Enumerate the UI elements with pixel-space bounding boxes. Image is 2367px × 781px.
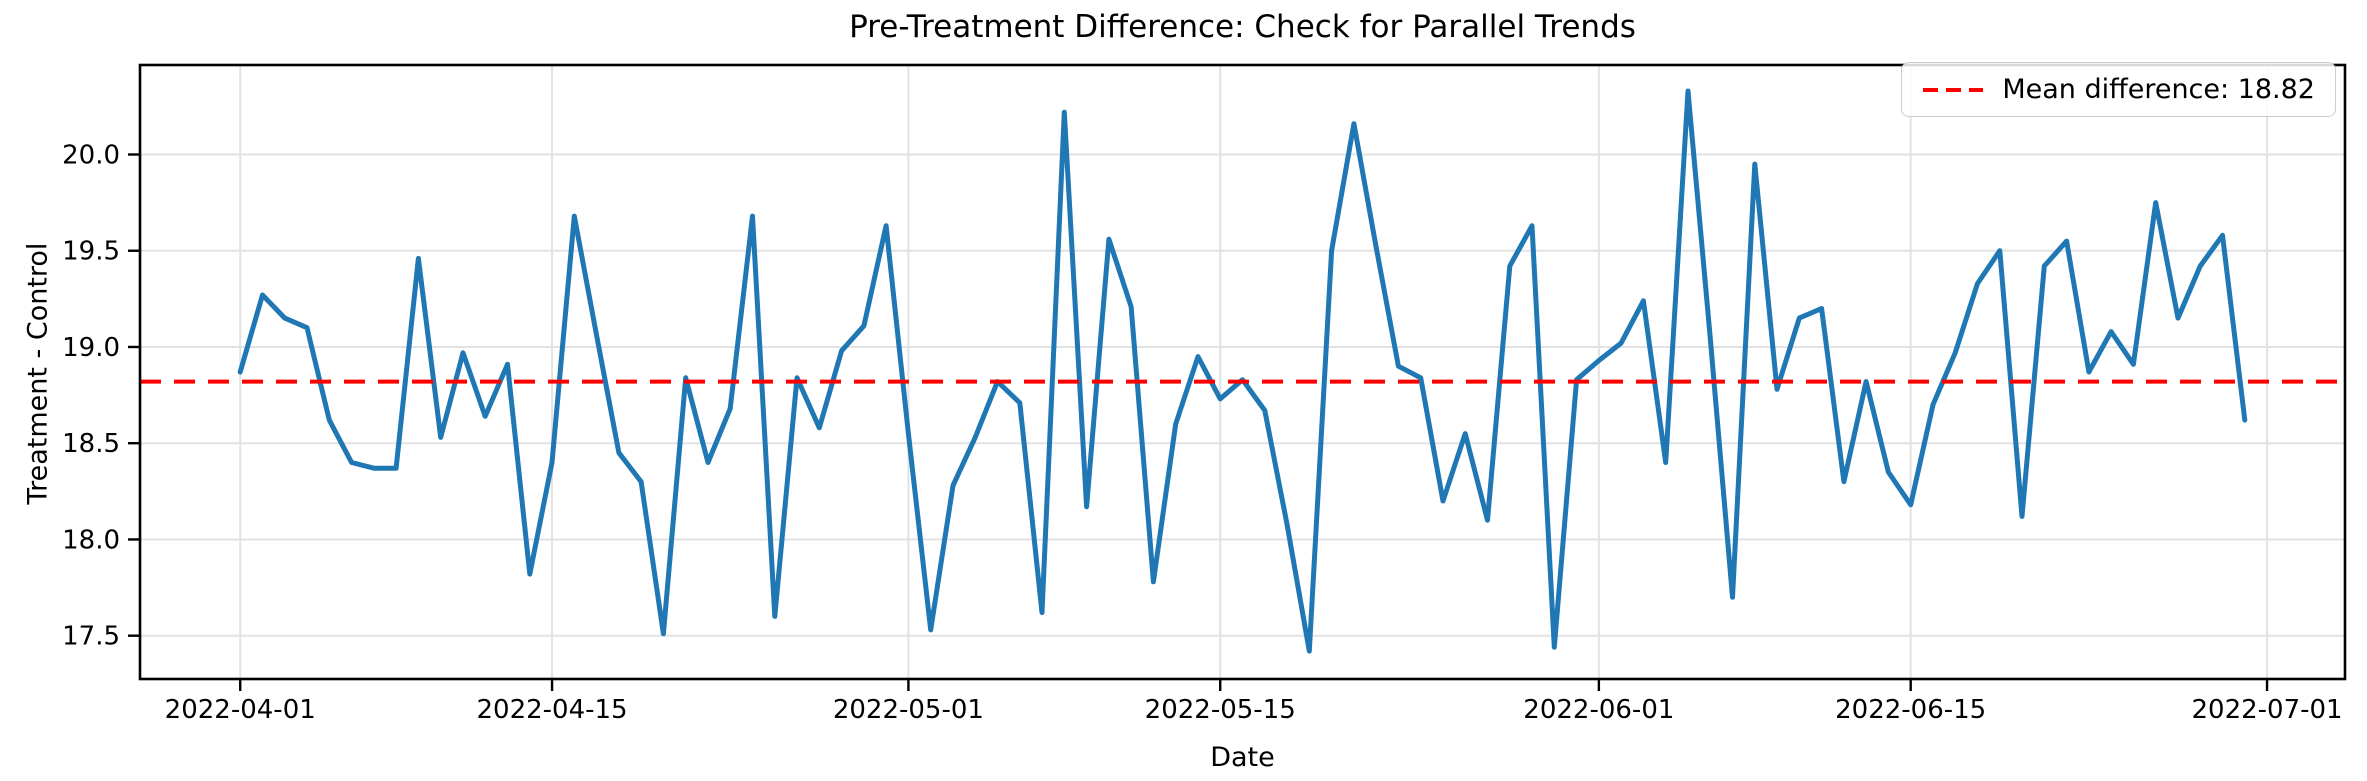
y-tick-label: 18.5 (62, 429, 120, 459)
y-tick-label: 17.5 (62, 622, 120, 652)
y-tick-label: 20.0 (62, 141, 120, 171)
legend: Mean difference: 18.82 (1901, 62, 2336, 117)
y-tick-label: 19.0 (62, 333, 120, 363)
y-tick-label: 18.0 (62, 525, 120, 555)
mean-line-legend-swatch (1923, 87, 1984, 92)
x-axis-label: Date (1210, 742, 1275, 773)
y-tick-label: 19.5 (62, 237, 120, 267)
y-axis-label: Treatment - Control (22, 242, 54, 505)
x-tick-label: 2022-04-15 (476, 695, 627, 725)
x-tick-label: 2022-05-15 (1145, 695, 1296, 725)
x-tick-label: 2022-04-01 (165, 695, 316, 725)
plot-frame (138, 63, 2347, 681)
difference-series-line (237, 88, 2248, 654)
legend-label: Mean difference: 18.82 (2002, 74, 2315, 105)
x-tick-label: 2022-06-15 (1835, 695, 1986, 725)
x-tick-label: 2022-06-01 (1523, 695, 1674, 725)
chart-title: Pre-Treatment Difference: Check for Para… (849, 9, 1636, 45)
x-tick-label: 2022-05-01 (833, 695, 984, 725)
x-tick-label: 2022-07-01 (2191, 695, 2342, 725)
